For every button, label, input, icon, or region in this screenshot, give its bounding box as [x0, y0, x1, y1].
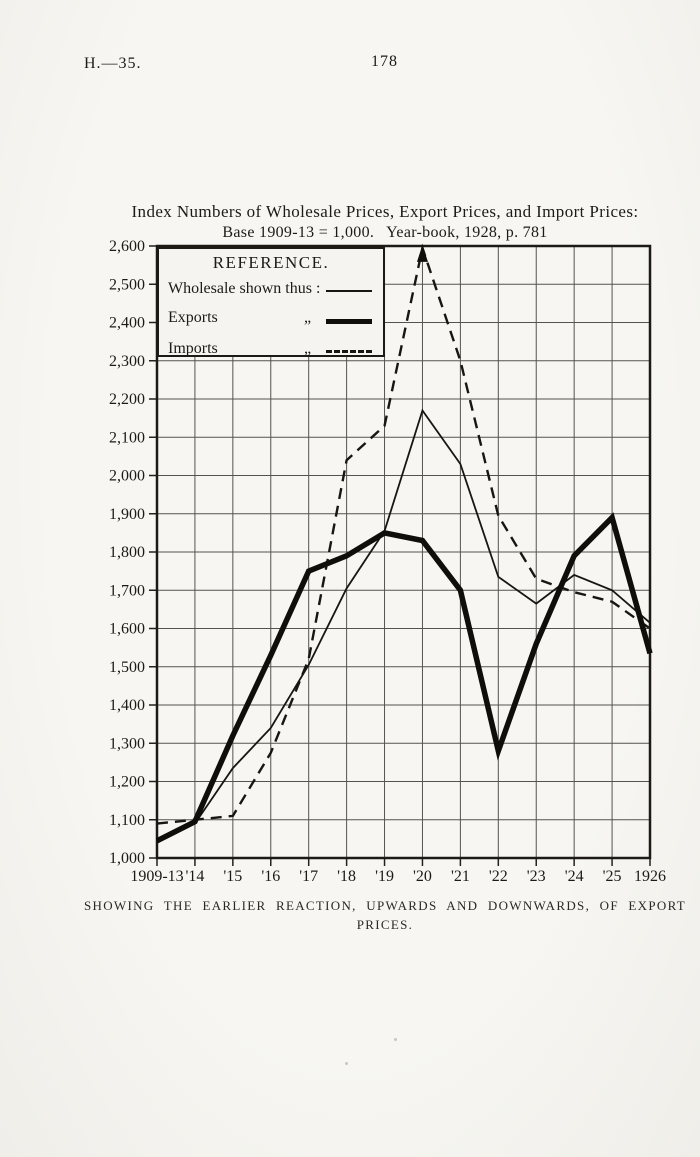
- x-axis-label: '20: [413, 868, 432, 885]
- y-axis-label: 1,500: [109, 659, 145, 676]
- imports-line-sample-icon: [326, 350, 372, 353]
- y-axis-label: 1,400: [109, 697, 145, 714]
- y-axis-label: 2,400: [109, 315, 145, 332]
- x-axis-label: 1909-13: [130, 868, 183, 885]
- figure-caption-line1: SHOWING THE EARLIER REACTION, UPWARDS AN…: [83, 898, 687, 913]
- y-axis-label: 1,200: [109, 774, 145, 791]
- x-axis-label: '14: [185, 868, 204, 885]
- wholesale-line: [156, 408, 651, 844]
- scan-speck: [394, 1038, 397, 1041]
- chart-legend: REFERENCE. Wholesale shown thus : Export…: [157, 247, 385, 357]
- y-axis-label: 2,500: [109, 276, 145, 293]
- legend-label-imports: Imports: [168, 340, 218, 357]
- figure-caption-line2: PRICES.: [356, 916, 414, 932]
- scan-speck: [345, 1062, 348, 1065]
- x-axis-label: '24: [565, 868, 584, 885]
- x-axis-label: 1926: [634, 868, 666, 885]
- ditto-mark: „: [304, 309, 312, 326]
- legend-title: REFERENCE.: [212, 253, 330, 272]
- y-axis-label: 1,300: [109, 735, 145, 752]
- y-axis-label: 1,100: [109, 812, 145, 829]
- y-axis-label: 1,900: [109, 506, 145, 523]
- legend-row-imports: Imports „: [168, 340, 374, 360]
- x-axis-label: '25: [603, 868, 622, 885]
- chart-title: Index Numbers of Wholesale Prices, Expor…: [105, 201, 665, 244]
- chart-title-line1: Index Numbers of Wholesale Prices, Expor…: [131, 202, 639, 221]
- x-axis-label: '19: [375, 868, 394, 885]
- y-axis-label: 2,200: [109, 391, 145, 408]
- x-axis-label: '17: [299, 868, 318, 885]
- y-axis-label: 1,800: [109, 544, 145, 561]
- imports-peak-arrowhead-icon: [416, 244, 428, 262]
- figure-caption: SHOWING THE EARLIER REACTION, UPWARDS AN…: [60, 897, 700, 935]
- y-axis-label: 1,700: [109, 582, 145, 599]
- y-axis-label: 2,300: [109, 353, 145, 370]
- x-axis-label: '21: [451, 868, 470, 885]
- y-axis-label: 2,100: [109, 429, 145, 446]
- chart-title-line2: Base 1909-13 = 1,000. Year-book, 1928, p…: [222, 224, 548, 242]
- legend-row-exports: Exports „: [168, 309, 374, 329]
- y-axis-label: 2,600: [109, 238, 145, 255]
- page-number: 178: [371, 53, 398, 70]
- legend-row-wholesale: Wholesale shown thus :: [168, 280, 374, 300]
- exports-line-sample-icon: [326, 319, 372, 324]
- y-axis-label: 1,600: [109, 621, 145, 638]
- legend-label-wholesale: Wholesale shown thus :: [168, 280, 321, 297]
- plot-frame: [155, 244, 652, 860]
- ditto-mark: „: [304, 340, 312, 357]
- imports-line: [156, 243, 651, 825]
- x-axis-label: '15: [223, 868, 242, 885]
- document-reference-number: H.—35.: [84, 55, 142, 72]
- x-axis-label: '16: [261, 868, 280, 885]
- y-axis-label: 1,000: [109, 850, 145, 867]
- x-axis-label: '23: [527, 868, 546, 885]
- x-axis-label: '22: [489, 868, 508, 885]
- exports-line: [155, 512, 653, 844]
- legend-label-exports: Exports: [168, 309, 218, 326]
- wholesale-line-sample-icon: [326, 290, 372, 292]
- y-axis-label: 2,000: [109, 468, 145, 485]
- x-axis-label: '18: [337, 868, 356, 885]
